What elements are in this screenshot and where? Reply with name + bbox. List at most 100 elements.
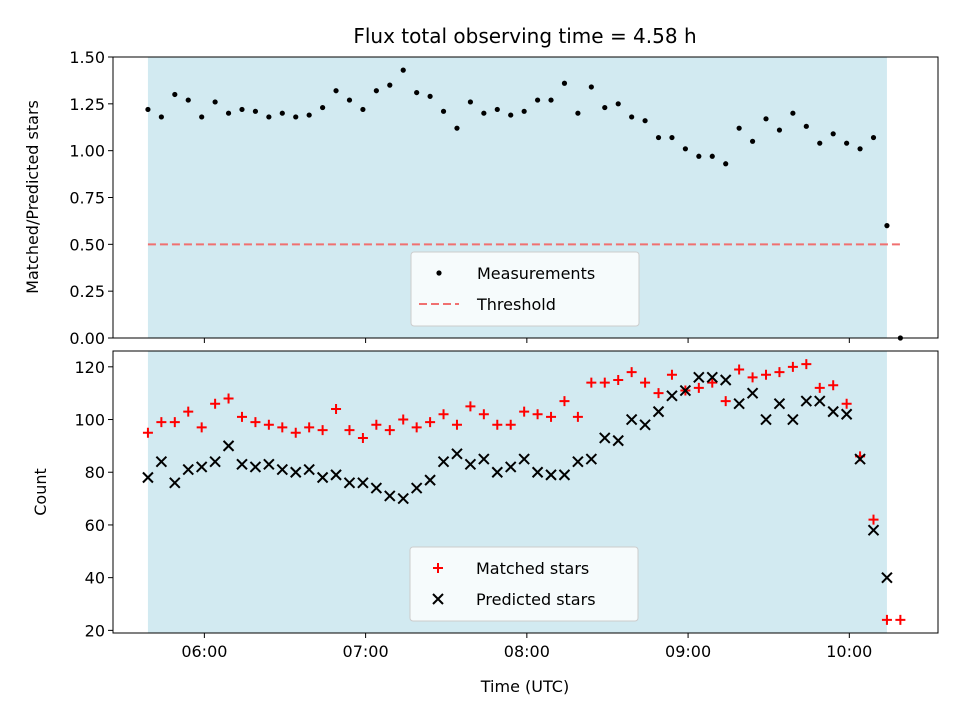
- measurements-point: [588, 84, 594, 90]
- predicted-stars-point: [343, 477, 356, 489]
- matched-stars-point: [693, 382, 704, 393]
- matched-stars-point: [277, 422, 288, 433]
- matched-stars-point: [720, 396, 731, 407]
- predicted-stars-point: [303, 463, 315, 476]
- predicted-stars-point: [424, 474, 436, 486]
- measurements-point: [776, 127, 783, 133]
- bottom-y-tick-label: 100: [74, 411, 105, 430]
- matched-stars-point: [559, 396, 570, 407]
- measurements-point: [508, 112, 514, 118]
- measurements-point: [199, 114, 205, 120]
- measurements-point: [494, 106, 500, 113]
- predicted-stars-point: [410, 482, 423, 494]
- predicted-stars-point: [518, 453, 530, 465]
- bottom-axes-frame: [112, 350, 939, 634]
- predicted-stars-point: [290, 466, 302, 478]
- matched-stars-point: [572, 411, 583, 422]
- measurements-point: [252, 108, 259, 114]
- predicted-stars-point: [572, 455, 584, 468]
- matched-stars-point: [317, 425, 328, 436]
- predicted-stars-point: [733, 398, 745, 410]
- matched-stars-point: [653, 388, 664, 399]
- x-tick-label: 09:00: [665, 642, 711, 661]
- predicted-stars-point: [693, 371, 705, 384]
- measurements-point: [830, 131, 836, 137]
- matched-stars-point: [236, 411, 247, 422]
- top-y-tick-label: 0.50: [69, 235, 105, 254]
- matched-stars-point: [841, 398, 852, 409]
- measurements-point: [293, 114, 299, 120]
- predicted-stars-point: [236, 458, 248, 471]
- predicted-stars-point: [706, 371, 718, 384]
- measurements-point: [548, 97, 554, 103]
- predicted-stars-point: [800, 395, 813, 407]
- measurements-point: [373, 88, 379, 94]
- measurements-point: [575, 110, 581, 116]
- measurements-point: [615, 101, 621, 107]
- measurements-point: [400, 67, 406, 73]
- measurements-point: [696, 153, 702, 159]
- predicted-stars-point: [854, 453, 866, 465]
- predicted-stars-point: [316, 471, 329, 484]
- legend-measurements-label: Measurements: [477, 264, 595, 283]
- matched-stars-point: [371, 419, 382, 430]
- predicted-stars-point: [330, 469, 342, 481]
- x-tick-label: 06:00: [181, 642, 227, 661]
- predicted-stars-point: [478, 453, 490, 465]
- matched-stars-point: [331, 403, 342, 414]
- predicted-stars-point: [599, 432, 611, 444]
- matched-stars-point: [734, 364, 745, 375]
- predicted-stars-point: [384, 490, 396, 502]
- matched-stars-point: [210, 398, 221, 409]
- predicted-stars-point: [155, 455, 168, 468]
- matched-stars-point: [895, 614, 906, 625]
- predicted-stars-point: [209, 455, 221, 468]
- predicted-stars-point: [746, 387, 759, 399]
- measurements-point: [239, 106, 245, 113]
- measurements-point: [884, 223, 890, 229]
- measurements-point: [602, 104, 608, 111]
- predicted-stars-point: [840, 408, 853, 420]
- matched-stars-point: [640, 377, 651, 388]
- predicted-stars-point: [505, 461, 517, 473]
- predicted-stars-point: [881, 571, 893, 584]
- top-chart-title: Flux total observing time = 4.58 h: [353, 24, 696, 48]
- bottom-y-tick-label: 120: [74, 358, 105, 377]
- measurements-point: [817, 140, 823, 146]
- predicted-stars-point: [437, 455, 450, 468]
- predicted-stars-point: [814, 395, 826, 407]
- measurements-point: [521, 108, 527, 114]
- predicted-stars-point: [867, 524, 880, 536]
- measurements-point: [266, 114, 272, 120]
- matched-stars-point: [290, 427, 301, 438]
- matched-stars-point: [411, 422, 422, 433]
- top-y-tick-label: 0.00: [69, 329, 105, 348]
- matched-stars-point: [196, 422, 207, 433]
- predicted-stars-point: [451, 448, 463, 460]
- predicted-stars-point: [666, 390, 678, 402]
- predicted-stars-point: [625, 413, 638, 426]
- predicted-stars-point: [531, 466, 544, 478]
- matched-stars-point: [142, 427, 153, 438]
- measurements-point: [333, 88, 339, 94]
- predicted-stars-point: [397, 492, 409, 505]
- matched-stars-point: [357, 432, 368, 443]
- matched-stars-point: [344, 425, 355, 436]
- predicted-stars-point: [585, 453, 598, 465]
- matched-stars-point: [505, 419, 516, 430]
- bottom-y-tick-label: 40: [85, 569, 105, 588]
- predicted-stars-point: [787, 413, 799, 426]
- predicted-stars-point: [612, 434, 624, 447]
- measurements-point: [427, 93, 433, 99]
- matched-stars-point: [774, 367, 785, 378]
- x-tick-label: 10:00: [826, 642, 872, 661]
- top-y-tick-label: 1.50: [69, 48, 105, 67]
- matched-stars-point: [801, 359, 812, 370]
- measurements-point: [481, 110, 487, 116]
- x-tick-label: 08:00: [504, 642, 550, 661]
- measurements-point: [669, 134, 675, 141]
- matched-stars-point: [586, 377, 597, 388]
- legend-matched-stars-swatch: [433, 563, 443, 573]
- top-y-tick-label: 0.75: [69, 189, 105, 208]
